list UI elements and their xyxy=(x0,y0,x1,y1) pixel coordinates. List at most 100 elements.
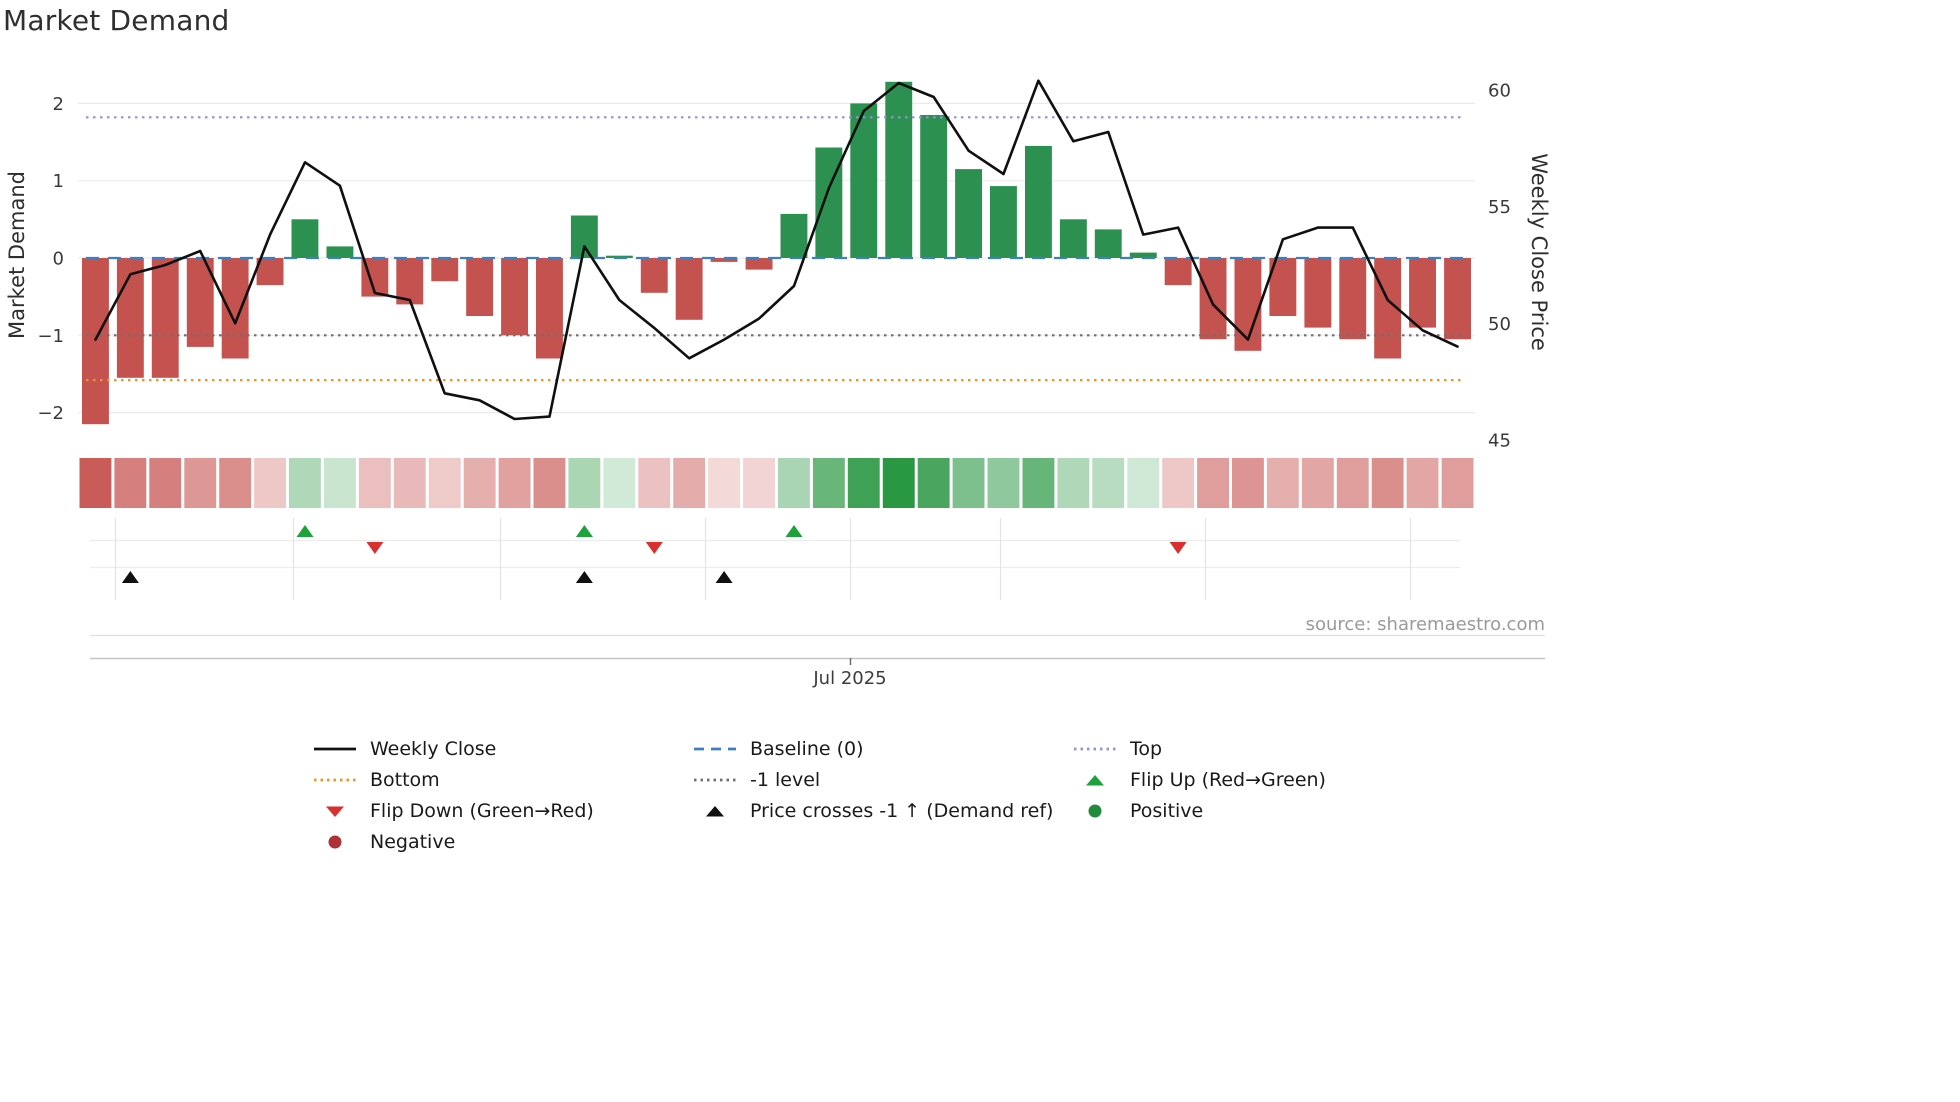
heatmap-cell xyxy=(812,458,845,508)
heatmap-cell xyxy=(184,458,217,508)
price-cross-marker xyxy=(575,571,593,583)
left-tick-label: −1 xyxy=(37,326,64,347)
flip-up-marker xyxy=(296,525,314,537)
heatmap-cell xyxy=(1127,458,1160,508)
demand-bar-negative xyxy=(466,258,494,316)
legend-item: Weekly Close xyxy=(313,738,693,760)
legend-swatch-shape xyxy=(1088,804,1102,818)
heatmap-cell xyxy=(1057,458,1090,508)
heatmap-cell xyxy=(149,458,182,508)
heatmap-cell xyxy=(603,458,636,508)
right-tick-label: 55 xyxy=(1488,197,1511,218)
heatmap-cell xyxy=(393,458,426,508)
demand-bar-negative xyxy=(745,258,773,270)
heatmap-cell xyxy=(778,458,810,508)
legend-swatch-circle xyxy=(328,835,342,849)
demand-bar-negative xyxy=(151,258,179,378)
heatmap-cell xyxy=(673,458,706,508)
demand-bar-positive xyxy=(1094,229,1122,258)
demand-bar-negative xyxy=(501,258,528,336)
heatmap-cell xyxy=(1266,458,1299,508)
heatmap-cell xyxy=(952,458,985,508)
heatmap-cell xyxy=(743,458,775,508)
source-note: source: sharemaestro.com xyxy=(1305,614,1545,635)
legend-label: Price crosses -1 ↑ (Demand ref) xyxy=(750,800,1054,822)
legend-label: Positive xyxy=(1130,800,1204,822)
heatmap-cell xyxy=(1301,458,1334,508)
legend-swatch-shape xyxy=(326,806,344,817)
demand-bar-positive xyxy=(326,246,354,258)
right-tick-label: 45 xyxy=(1488,430,1511,451)
legend-item: Price crosses -1 ↑ (Demand ref) xyxy=(693,800,1073,822)
demand-bar-negative xyxy=(710,258,738,262)
heatmap-cell xyxy=(1232,458,1264,508)
legend-label: Flip Up (Red→Green) xyxy=(1130,769,1326,791)
heatmap-cell xyxy=(114,458,147,508)
heatmap-cell xyxy=(1371,458,1404,508)
legend-swatch-dashed xyxy=(694,747,736,751)
demand-bar-positive xyxy=(1129,252,1157,258)
legend-item: Bottom xyxy=(313,769,693,791)
demand-bar-negative xyxy=(82,258,109,425)
demand-bar-positive xyxy=(850,103,878,259)
legend-swatch-triangle-up xyxy=(706,806,724,817)
heatmap-cell xyxy=(428,458,461,508)
demand-bar-negative xyxy=(256,258,284,286)
flip-down-marker xyxy=(366,542,384,554)
demand-bar-positive xyxy=(885,81,913,258)
heatmap-cell xyxy=(1162,458,1195,508)
demand-bar-negative xyxy=(1199,258,1227,340)
demand-bar-positive xyxy=(990,186,1017,258)
legend-item: Flip Down (Green→Red) xyxy=(313,800,693,822)
demand-bar-positive xyxy=(291,219,319,258)
heatmap-cell xyxy=(463,458,496,508)
demand-bar-negative xyxy=(1304,258,1332,328)
legend-swatch-triangle-up xyxy=(1086,775,1104,786)
heatmap-cell xyxy=(219,458,252,508)
price-cross-marker xyxy=(121,571,139,583)
demand-bar-positive xyxy=(955,169,982,258)
demand-bar-negative xyxy=(1164,258,1192,286)
legend-label: Weekly Close xyxy=(370,738,497,760)
legend-label: Flip Down (Green→Red) xyxy=(370,800,594,822)
heatmap-cell xyxy=(882,458,915,508)
legend-swatch-shape xyxy=(328,835,342,849)
heatmap-cell xyxy=(568,458,601,508)
legend-swatch-shape xyxy=(706,806,724,817)
demand-bar-positive xyxy=(1059,219,1087,258)
legend-label: Top xyxy=(1130,738,1163,760)
demand-bar-positive xyxy=(1025,145,1052,258)
legend-swatch-circle xyxy=(1088,804,1102,818)
demand-bar-negative xyxy=(186,258,214,347)
heatmap-cell xyxy=(1092,458,1125,508)
flip-up-marker xyxy=(575,525,593,537)
legend-swatch-triangle-down xyxy=(326,806,344,817)
left-tick-label: −2 xyxy=(37,403,64,424)
demand-bar-negative xyxy=(1339,258,1367,340)
heatmap-cell xyxy=(1336,458,1369,508)
chart-title: Market Demand xyxy=(3,4,230,37)
demand-bar-negative xyxy=(640,258,668,293)
demand-bar-negative xyxy=(1444,258,1471,340)
right-tick-label: 50 xyxy=(1488,314,1511,335)
heatmap-cell xyxy=(324,458,356,508)
price-cross-marker xyxy=(715,571,733,583)
legend-item: Flip Up (Red→Green) xyxy=(1073,769,1453,791)
heatmap-cell xyxy=(638,458,671,508)
legend-item: Positive xyxy=(1073,800,1453,822)
heatmap-cell xyxy=(1441,458,1474,508)
heatmap-cell xyxy=(708,458,740,508)
legend-item: Negative xyxy=(313,831,693,853)
heatmap-cell xyxy=(987,458,1020,508)
legend-label: Negative xyxy=(370,831,456,853)
legend-label: Baseline (0) xyxy=(750,738,864,760)
flip-down-marker xyxy=(645,542,663,554)
legend-label: Bottom xyxy=(370,769,440,791)
demand-bar-positive xyxy=(605,255,633,258)
heatmap-cell xyxy=(254,458,286,508)
legend-swatch-dotted xyxy=(1074,747,1116,751)
heatmap-cell xyxy=(289,458,321,508)
legend-swatch-dotted xyxy=(314,778,356,782)
weekly-close-line xyxy=(94,79,1459,421)
demand-bar-negative xyxy=(396,258,424,305)
